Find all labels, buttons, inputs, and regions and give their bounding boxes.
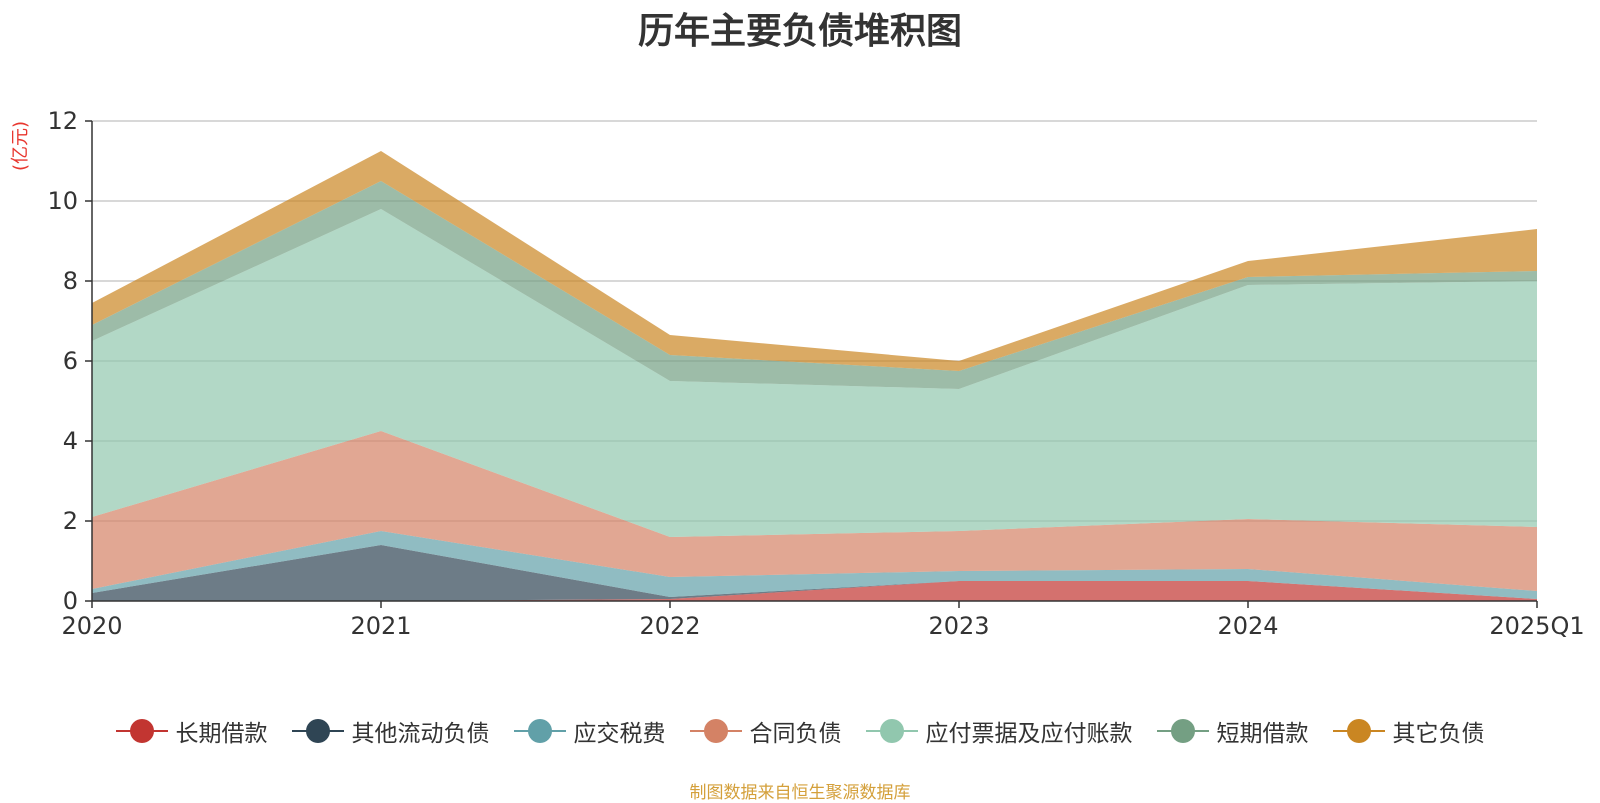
area-series-2[interactable] [92, 531, 1537, 599]
legend-marker-icon [115, 718, 168, 744]
legend-item[interactable]: 短期借款 [1156, 714, 1309, 748]
legend-label: 应交税费 [573, 721, 666, 747]
x-tick-label: 2022 [639, 612, 700, 640]
y-axis-unit-label: (亿元) [10, 121, 31, 171]
legend-marker-icon [1332, 718, 1385, 744]
area-series-1[interactable] [92, 545, 1537, 601]
legend-item[interactable]: 其他流动负债 [291, 714, 490, 748]
area-series-3[interactable] [92, 431, 1537, 591]
area-series-6[interactable] [92, 151, 1537, 371]
legend-label: 其他流动负债 [351, 721, 490, 747]
y-tick-label: 6 [63, 347, 78, 375]
y-tick-label: 10 [47, 187, 78, 215]
chart-title: 历年主要负债堆积图 [637, 11, 962, 52]
legend-label: 其它负债 [1392, 721, 1485, 747]
legend-label: 应付票据及应付账款 [925, 721, 1133, 747]
legend: 长期借款 其他流动负债 应交税费 合同负债 应付票据及应付账款 短期借款 其它负债 [0, 714, 1600, 748]
x-tick-label: 2025Q1 [1489, 612, 1584, 640]
y-tick-label: 12 [47, 107, 78, 135]
legend-marker-icon [291, 718, 344, 744]
legend-label: 长期借款 [175, 721, 268, 747]
x-tick-label: 2021 [350, 612, 411, 640]
area-series-4[interactable] [92, 209, 1537, 537]
x-tick-label: 2024 [1217, 612, 1278, 640]
legend-item[interactable]: 合同负债 [689, 714, 842, 748]
legend-label: 合同负债 [749, 721, 842, 747]
area-series-5[interactable] [92, 181, 1537, 389]
legend-item[interactable]: 应付票据及应付账款 [865, 714, 1133, 748]
y-tick-label: 8 [63, 267, 78, 295]
y-tick-label: 0 [63, 587, 78, 615]
legend-marker-icon [865, 718, 918, 744]
legend-label: 短期借款 [1216, 721, 1309, 747]
legend-item[interactable]: 应交税费 [513, 714, 666, 748]
legend-marker-icon [689, 718, 742, 744]
y-tick-label: 4 [63, 427, 78, 455]
x-tick-label: 2023 [928, 612, 989, 640]
y-tick-label: 2 [63, 507, 78, 535]
legend-marker-icon [513, 718, 566, 744]
source-note: 制图数据来自恒生聚源数据库 [689, 783, 911, 803]
legend-item[interactable]: 长期借款 [115, 714, 268, 748]
area-series-0[interactable] [92, 581, 1537, 601]
legend-item[interactable]: 其它负债 [1332, 714, 1485, 748]
x-tick-label: 2020 [61, 612, 122, 640]
legend-marker-icon [1156, 718, 1209, 744]
